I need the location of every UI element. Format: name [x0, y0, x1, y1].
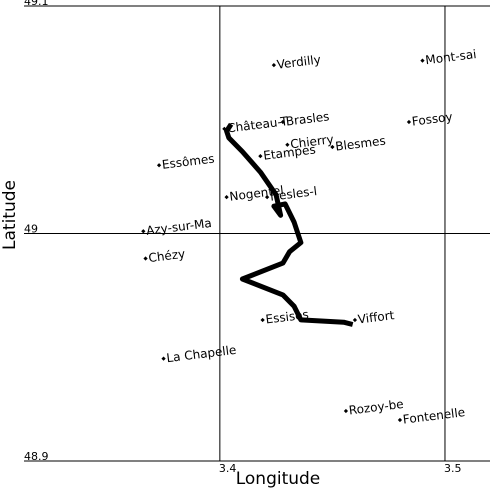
- place-point-icon: [330, 144, 335, 150]
- place-marker: Rozoy-be: [343, 397, 404, 418]
- route-layer: [224, 122, 354, 327]
- place-marker: Brasles: [280, 109, 330, 129]
- place-marker: Fossoy: [406, 110, 453, 129]
- y-tick-label: 49.1: [24, 0, 49, 8]
- place-point-icon: [397, 417, 403, 423]
- place-point-icon: [265, 194, 270, 200]
- place-marker: Fontenelle: [397, 405, 466, 427]
- place-label: Château-T: [226, 114, 289, 135]
- place-label: Blesmes: [335, 134, 387, 154]
- place-label: Etampes: [263, 142, 317, 162]
- place-marker: Verdilly: [271, 52, 321, 72]
- route-line: [224, 122, 354, 327]
- place-label: Brasles: [285, 109, 330, 128]
- place-marker: Chierry: [285, 132, 334, 151]
- place-marker: Essises: [260, 307, 310, 327]
- place-point-icon: [271, 63, 277, 68]
- place-marker: Blesmes: [330, 134, 386, 154]
- y-axis-label: Latitude: [0, 180, 20, 250]
- place-marker: Château-T: [222, 114, 289, 135]
- place-label: Chézy: [148, 247, 186, 265]
- place-point-icon: [406, 119, 412, 125]
- place-marker: La Chapelle: [161, 343, 237, 365]
- place-point-icon: [224, 194, 229, 200]
- place-label: Essises: [265, 307, 310, 326]
- place-marker: Viffort: [352, 308, 395, 327]
- place-label: Verdilly: [276, 52, 321, 71]
- place-label: Fontenelle: [402, 405, 466, 427]
- place-marker: Essômes: [156, 152, 215, 172]
- place-label: Nogentel: [229, 183, 285, 204]
- place-point-icon: [143, 256, 148, 261]
- x-tick-label: 3.5: [444, 462, 462, 475]
- place-point-icon: [420, 58, 425, 63]
- place-point-icon: [141, 229, 146, 234]
- place-label: Nesles-l: [269, 184, 318, 204]
- y-tick-label: 48.9: [24, 450, 49, 463]
- place-label: Azy-sur-Ma: [145, 216, 212, 238]
- grid-layer: [24, 5, 490, 462]
- place-point-icon: [343, 408, 349, 414]
- place-point-icon: [161, 356, 166, 361]
- place-label: Rozoy-be: [348, 397, 404, 418]
- place-point-icon: [258, 154, 263, 159]
- place-label: Mont-sai: [425, 47, 478, 67]
- ticks-layer: 3.4 3.5 49.1 49 48.9: [24, 0, 461, 475]
- place-label: Viffort: [357, 308, 395, 326]
- place-marker: Mont-sai: [420, 47, 477, 67]
- place-point-icon: [352, 317, 358, 323]
- place-label: Chierry: [290, 132, 335, 151]
- place-marker: Etampes: [258, 142, 317, 163]
- x-tick-label: 3.4: [219, 462, 237, 475]
- y-tick-label: 49: [24, 223, 38, 236]
- place-point-icon: [156, 163, 162, 168]
- place-label: La Chapelle: [166, 343, 237, 365]
- place-point-icon: [260, 317, 265, 323]
- x-axis-label: Longitude: [236, 469, 321, 489]
- place-point-icon: [285, 142, 290, 147]
- place-label: Essômes: [161, 152, 215, 172]
- place-marker: Chézy: [143, 247, 186, 265]
- place-marker: Nogentel: [224, 183, 284, 204]
- place-marker: Azy-sur-Ma: [141, 216, 212, 238]
- place-marker: Nesles-l: [265, 184, 318, 204]
- place-label: Fossoy: [411, 110, 453, 129]
